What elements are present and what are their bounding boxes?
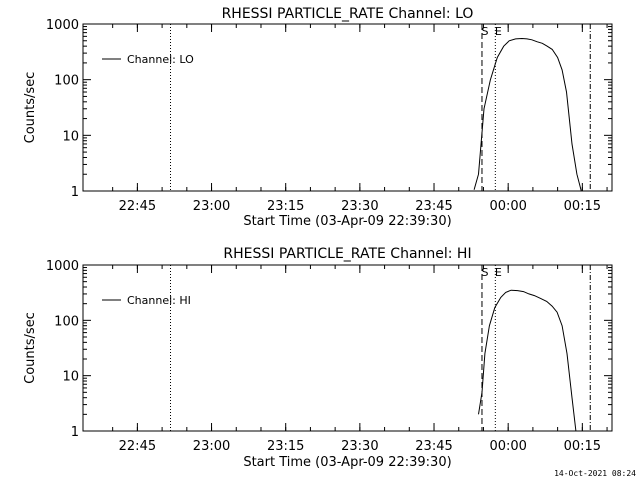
x-tick-label: 00:15: [564, 199, 601, 214]
x-axis-label: Start Time (03-Apr-09 22:39:30): [243, 214, 451, 229]
x-tick-label: 00:15: [564, 439, 601, 454]
chart-title: RHESSI PARTICLE_RATE Channel: HI: [223, 246, 471, 262]
chart-panel-2: RHESSI PARTICLE_RATE Channel: HI Start Ti…: [23, 246, 613, 470]
x-tick-label: 00:00: [489, 439, 526, 454]
y-tick-label: 1000: [46, 18, 79, 33]
chart-title: RHESSI PARTICLE_RATE Channel: LO: [222, 6, 474, 22]
y-axis-label: Counts/sec: [23, 72, 38, 144]
footer-timestamp: 14-Oct-2021 08:24: [554, 469, 636, 478]
y-tick-label: 10: [62, 370, 79, 385]
x-tick-label: 23:00: [193, 199, 230, 214]
series-line-1: [473, 37, 582, 192]
y-tick-label: 1000: [46, 259, 79, 274]
y-axis-label: Counts/sec: [23, 312, 38, 384]
plot-frame: [82, 264, 613, 432]
x-tick-label: 23:30: [341, 439, 378, 454]
y-tick-label: 100: [54, 74, 79, 89]
x-axis-label: Start Time (03-Apr-09 22:39:30): [243, 455, 451, 470]
x-tick-label: 00:00: [489, 199, 526, 214]
y-tick-label: 1: [71, 185, 79, 200]
y-tick-label: 10: [62, 129, 79, 144]
series-line-1: [478, 289, 577, 432]
x-tick-label: 22:45: [119, 199, 156, 214]
y-tick-label: 1: [71, 425, 79, 440]
x-tick-label: 23:15: [267, 199, 304, 214]
marker-label: S: [481, 25, 488, 38]
x-tick-label: 23:30: [341, 199, 378, 214]
x-tick-label: 22:45: [119, 439, 156, 454]
plot-frame: [82, 23, 613, 192]
chart-panel-1: RHESSI PARTICLE_RATE Channel: LO Start Ti…: [23, 6, 613, 229]
y-tick-label: 100: [54, 314, 79, 329]
marker-label: S: [481, 266, 488, 279]
marker-label: E: [495, 266, 502, 279]
x-tick-label: 23:45: [415, 199, 452, 214]
legend-label: Channel: LO: [127, 53, 194, 66]
legend-label: Channel: HI: [127, 294, 191, 307]
marker-label: E: [495, 25, 502, 38]
x-tick-label: 23:15: [267, 439, 304, 454]
x-tick-label: 23:00: [193, 439, 230, 454]
x-tick-label: 23:45: [415, 439, 452, 454]
chart-panels: RHESSI PARTICLE_RATE Channel: LO Start Ti…: [23, 6, 613, 470]
